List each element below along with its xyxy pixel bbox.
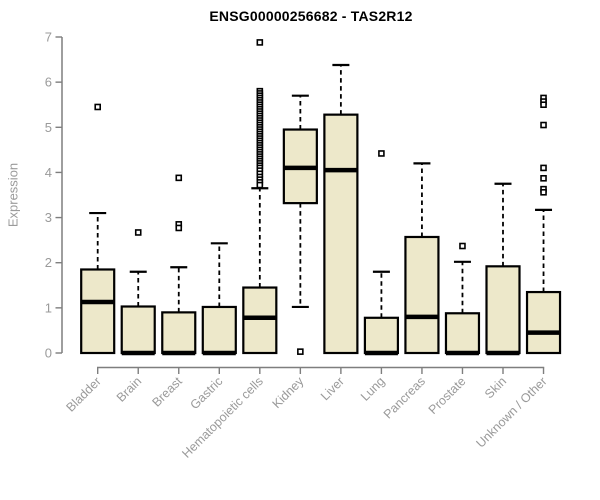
x-tick-label: Breast [149,374,185,410]
x-tick-label: Lung [358,374,388,404]
outlier-hematopoietic-cells [256,181,264,189]
box-gastric [201,305,237,355]
outlier-unknown-other [540,174,547,182]
box-liver [323,113,359,355]
outlier-unknown-other [540,188,547,196]
outlier-breast [175,174,183,182]
x-tick-label: Brain [114,374,145,405]
box-prostate [444,312,481,355]
outlier-prostate [459,242,466,250]
box-skin [485,265,521,355]
x-tick-label: Gastric [188,374,226,412]
box-bladder [80,268,116,355]
outlier-lung [378,150,385,157]
box-lung [363,316,400,355]
x-tick-label: Prostate [426,374,469,417]
outlier-hematopoietic-cells [256,39,264,46]
y-tick-label: 2 [45,255,52,270]
y-tick-label: 5 [45,120,52,135]
box-hematopoietic-cells [242,286,278,355]
box-pancreas [404,235,440,355]
outlier-kidney [297,348,304,355]
y-tick-label: 3 [45,210,52,225]
y-axis-title: Expression [5,162,21,228]
y-tick-label: 6 [45,75,52,90]
x-tick-label: Bladder [63,374,103,414]
y-tick-label: 0 [45,346,52,361]
outlier-unknown-other [540,164,547,172]
x-tick-label: Unknown / Other [473,374,549,450]
box-brain [120,305,156,355]
outlier-bladder [94,103,101,111]
chart-title: ENSG00000256682 - TAS2R12 [209,8,413,24]
outlier-unknown-other [540,121,547,129]
y-tick-label: 7 [45,30,52,45]
y-tick-label: 1 [45,300,52,315]
x-tick-label: Pancreas [381,374,428,421]
outlier-brain [134,229,142,236]
x-tick-label: Kidney [270,374,307,411]
x-tick-label: Liver [318,374,347,403]
x-tick-label: Hematopoietic cells [179,374,266,461]
outlier-unknown-other [540,101,547,109]
outlier-breast [175,224,183,232]
box-breast [161,311,197,355]
box-unknown-other [525,290,562,355]
y-tick-label: 4 [45,165,52,180]
x-tick-label: Skin [482,374,509,401]
